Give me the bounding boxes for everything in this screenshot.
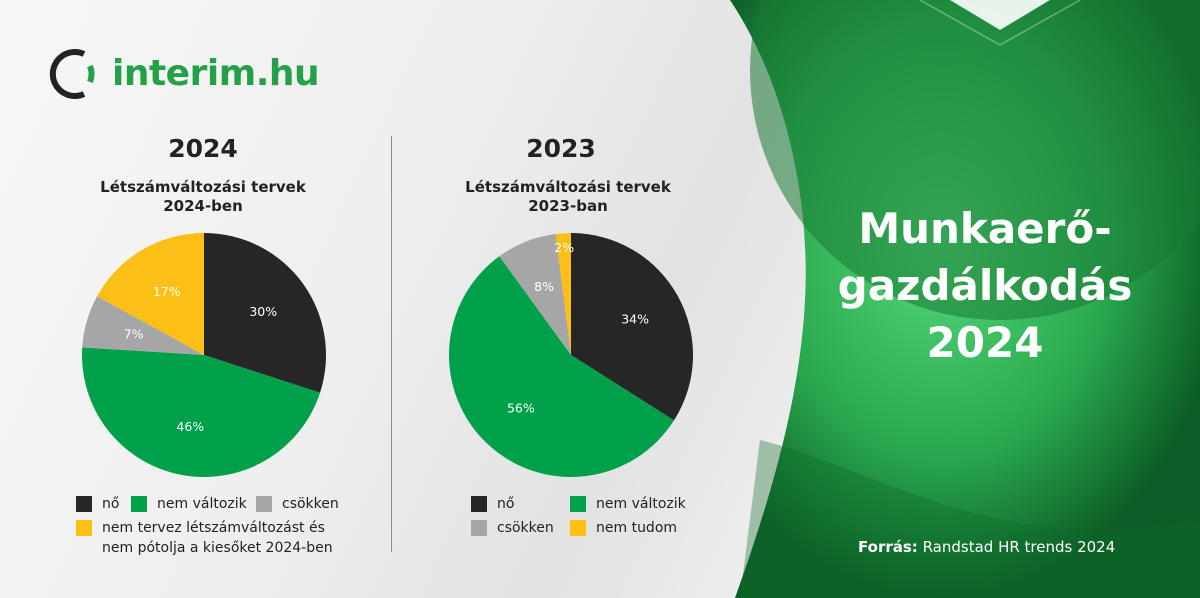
chart-2024-subtitle-line2: 2024-ben	[163, 197, 243, 215]
brand-name: interim.hu	[112, 53, 320, 94]
legend-2023-no: nő	[471, 494, 514, 514]
pie-slice-label: 7%	[124, 327, 144, 342]
legend-2023-csokken: csökken	[471, 518, 554, 538]
pie-chart-2024: 30% 46% 7% 17%	[82, 233, 326, 477]
pie-slice-label: 2%	[554, 240, 574, 255]
legend-label: nem tervez létszámváltozást és nem pótol…	[102, 520, 333, 556]
legend-swatch	[570, 496, 586, 512]
chart-2024-year: 2024	[168, 134, 238, 163]
pie-slice	[204, 233, 326, 393]
legend-label: nő	[497, 496, 515, 512]
legend-swatch	[471, 520, 487, 536]
legend-2024-no: nő	[76, 494, 119, 514]
chart-2024-subtitle-line1: Létszámváltozási tervek	[100, 178, 306, 196]
chart-2023-year: 2023	[526, 134, 596, 163]
chart-divider	[391, 136, 392, 552]
chart-2024-subtitle: Létszámváltozási tervek 2024-ben	[53, 178, 353, 216]
source-note: Forrás: Randstad HR trends 2024	[858, 538, 1115, 556]
pie-slice	[499, 233, 571, 355]
legend-label: csökken	[497, 520, 554, 536]
source-text: Randstad HR trends 2024	[922, 538, 1116, 556]
legend-swatch	[570, 520, 586, 536]
hero-line-2: gazdálkodás	[837, 261, 1133, 310]
legend-label: nem változik	[596, 496, 686, 512]
pie-chart-2023: 34% 56% 8% 2%	[448, 233, 693, 478]
source-label: Forrás:	[858, 538, 918, 556]
pie-slice	[82, 296, 204, 355]
legend-label: csökken	[282, 496, 339, 512]
legend-swatch	[76, 520, 92, 536]
legend-swatch	[471, 496, 487, 512]
pie-slice	[82, 347, 321, 477]
legend-label: nem változik	[157, 496, 247, 512]
chart-2023-subtitle-line1: Létszámváltozási tervek	[465, 178, 671, 196]
legend-label: nem tudom	[596, 520, 678, 536]
legend-label: nő	[102, 496, 120, 512]
pie-slice-label: 8%	[534, 279, 554, 294]
pie-slice	[97, 233, 204, 355]
pie-slice	[571, 233, 693, 421]
hero-title: Munkaerő- gazdálkodás 2024	[800, 200, 1170, 371]
hero-line-3: 2024	[926, 318, 1044, 367]
legend-swatch	[76, 496, 92, 512]
legend-2023-nem-tudom: nem tudom	[570, 518, 677, 538]
pie-slice-label: 56%	[507, 400, 535, 415]
chart-2023-subtitle-line2: 2023-ban	[528, 197, 608, 215]
pie-slice-label: 30%	[249, 304, 277, 319]
legend-2024-csokken: csökken	[256, 494, 339, 514]
legend-2024-nem-tervez: nem tervez létszámváltozást és nem pótol…	[76, 518, 346, 558]
pie-slice	[448, 256, 675, 478]
pie-slice	[555, 233, 571, 355]
legend-2023-nem-valtozik: nem változik	[570, 494, 686, 514]
pie-slice-label: 34%	[621, 312, 649, 327]
pie-slice-label: 46%	[176, 419, 204, 434]
pie-slice-label: 17%	[153, 284, 181, 299]
legend-swatch	[131, 496, 147, 512]
legend-2024-nem-valtozik: nem változik	[131, 494, 247, 514]
legend-swatch	[256, 496, 272, 512]
logo-ring-icon	[49, 49, 95, 99]
chart-2023-subtitle: Létszámváltozási tervek 2023-ban	[418, 178, 718, 216]
brand-logo[interactable]: interim.hu	[44, 46, 320, 102]
hero-line-1: Munkaerő-	[858, 204, 1112, 253]
